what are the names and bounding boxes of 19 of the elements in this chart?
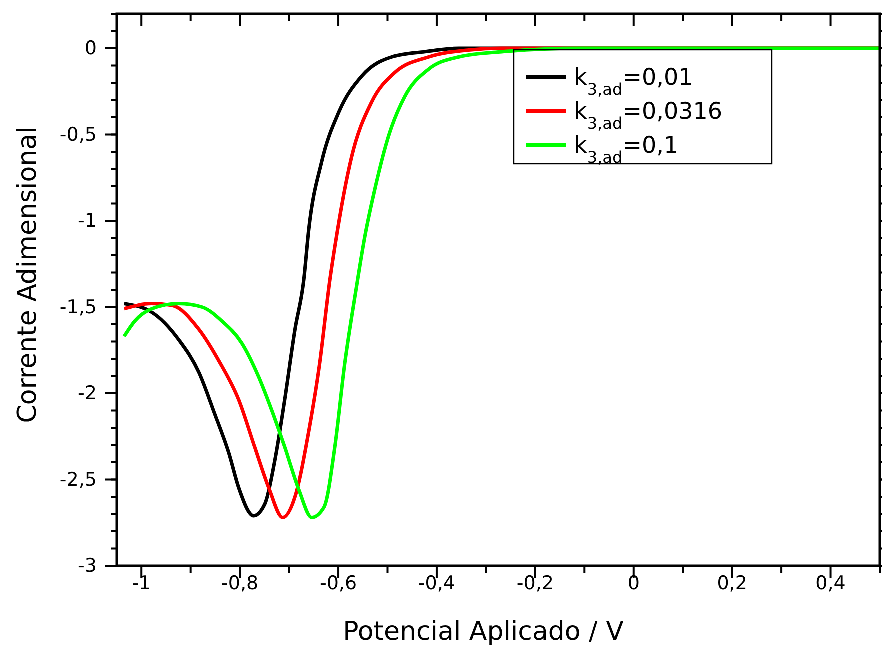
x-tick-label: 0 [628,572,640,594]
x-tick-label: 0,2 [717,572,748,594]
x-tick-label: -0,2 [516,572,554,594]
x-tick-label: -0,8 [222,572,259,594]
x-axis-title: Potencial Aplicado / V [343,617,624,646]
y-tick-label: -1 [78,210,97,232]
x-tick-label: -0,6 [320,572,358,594]
y-tick-label: 0 [84,38,97,60]
legend-label: k$_{3,ad}$=0,01 [574,65,694,98]
x-tick-label: -0,4 [418,572,456,594]
legend-label: k$_{3,ad}$=0,1 [574,133,679,166]
y-axis-title: Corrente Adimensional [13,126,43,424]
y-tick-label: -1,5 [60,296,97,318]
y-tick-label: -3 [78,555,97,578]
y-tick-label: -2,5 [60,468,97,491]
y-tick-label: -0,5 [60,124,97,146]
y-tick-label: -2 [78,382,97,405]
x-tick-label: 0,4 [816,572,846,594]
legend-label: k$_{3,ad}$=0,0316 [574,99,723,132]
